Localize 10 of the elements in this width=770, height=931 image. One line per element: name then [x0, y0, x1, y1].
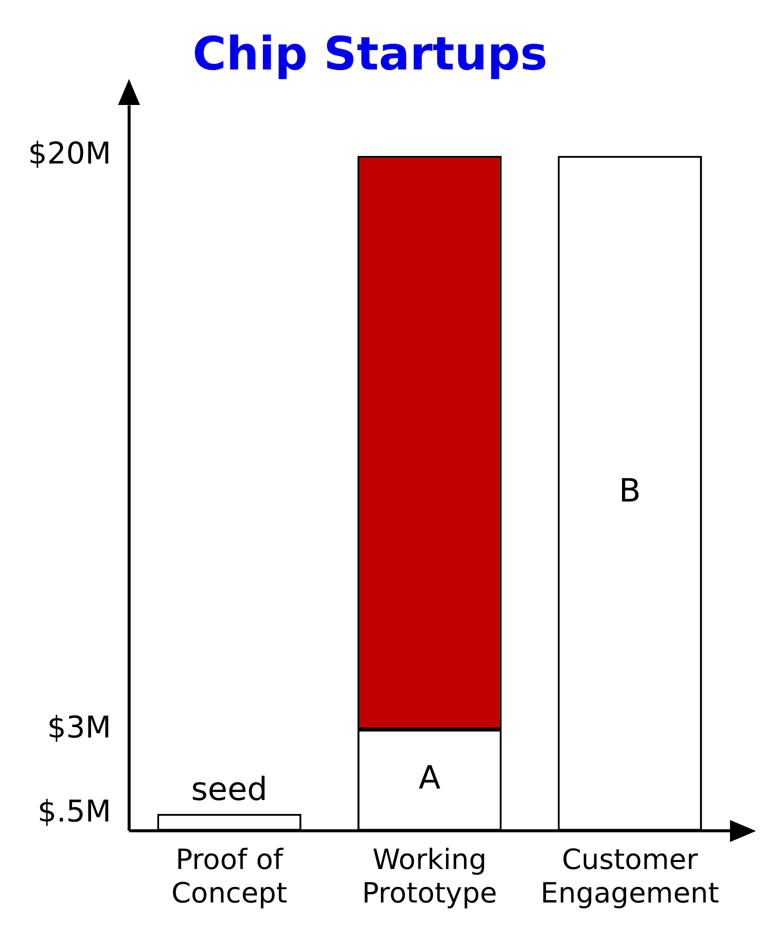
y-tick-label: $3M: [47, 710, 112, 746]
annotation: A: [418, 758, 441, 796]
x-tick-label: Proof of Concept: [171, 842, 288, 910]
chart-title: Chip Startups: [192, 26, 548, 81]
x-tick-label: Working Prototype: [362, 842, 498, 910]
y-tick-label: $20M: [28, 136, 112, 172]
y-tick-label: $.5M: [38, 794, 112, 830]
annotation: seed: [191, 770, 268, 808]
annotation: B: [618, 472, 641, 510]
x-tick-label: Customer Engagement: [540, 842, 720, 910]
